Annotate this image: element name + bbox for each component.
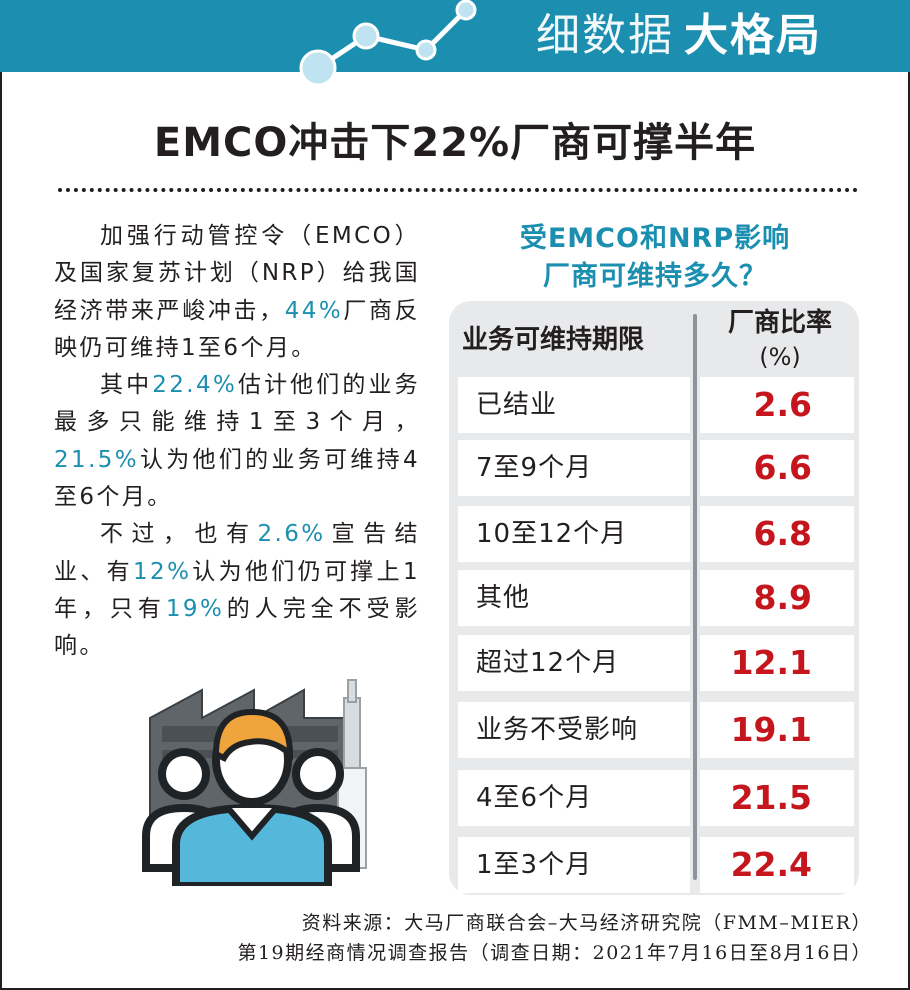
column-header-period: 业务可维持期限 [462, 325, 645, 355]
chart-title-line-2: 厂商可维持多久？ [543, 261, 767, 292]
table-row-value: 6.8 [700, 506, 854, 562]
source-note: 资料来源：大马厂商联合会–大马经济研究院（FMM–MIER） 第19期经商情况调… [72, 908, 872, 968]
highlight-figure: 21.5% [54, 446, 140, 473]
table-row-label: 其他 [458, 570, 690, 626]
chart-title: 受EMCO和NRP影响 厂商可维持多久？ [450, 220, 860, 296]
source-line-2: 第19期经商情况调查报告（调查日期：2021年7月16日至8月16日） [237, 942, 872, 964]
source-line-1: 资料来源：大马厂商联合会–大马经济研究院（FMM–MIER） [301, 912, 872, 934]
column-header-unit: (%) [759, 343, 801, 371]
table-row-value: 22.4 [700, 837, 854, 893]
table-row-value: 6.6 [700, 440, 854, 496]
article-text: 的人完全不受影响。 [54, 595, 420, 660]
page-title: EMCO冲击下22%厂商可撑半年 [153, 120, 757, 166]
article-text: 认为他们仍可撑上1年，只有 [54, 558, 421, 622]
highlight-figure: 22.4% [152, 372, 238, 399]
dotted-divider [58, 188, 858, 192]
column-header-ratio-label: 厂商比率 [727, 308, 832, 338]
highlight-figure: 44% [284, 297, 344, 324]
article-text: 厂商反映仍可维持1至6个月。 [54, 297, 420, 361]
header-title-bold: 大格局 [684, 10, 822, 61]
table-row-label: 业务不受影响 [458, 702, 690, 758]
article-paragraph-2: 其中22.4%估计他们的业务最多只能维持1至3个月， 21.5%认为他们的业务可维… [54, 367, 420, 516]
table-row-label: 已结业 [458, 377, 690, 433]
chart-title-line-1: 受EMCO和NRP影响 [519, 223, 791, 254]
article-text: 其中 [100, 372, 153, 399]
article-text: 认为他们的业务可维持4至6个月。 [54, 446, 420, 511]
article-paragraph-3: 不过，也有2.6%宣告结业、有12%认为他们仍可撑上1年，只有19%的人完全不受… [54, 516, 420, 665]
table-row-label: 4至6个月 [458, 770, 690, 826]
table-row-label: 7至9个月 [458, 440, 690, 496]
highlight-figure: 2.6% [257, 521, 326, 548]
header-title: 细数据 大格局 [536, 4, 822, 68]
article-text: 加强行动管控令（EMCO）及国家复苏计划（NRP）给我国经济带来严峻冲击， [54, 223, 420, 324]
table-row-value: 2.6 [700, 377, 854, 433]
highlight-figure: 19% [165, 595, 225, 622]
table-row-label: 超过12个月 [458, 635, 690, 691]
table-row-value: 21.5 [700, 770, 854, 826]
article-text: 宣告结业、有 [54, 521, 420, 585]
header-band [0, 0, 910, 72]
line-chart-icon [299, 0, 477, 87]
article-text: 估计他们的业务最多只能维持1至3个月， [54, 372, 420, 436]
table-row-value: 12.1 [700, 635, 854, 691]
table-row-label: 1至3个月 [458, 837, 690, 893]
column-divider [693, 314, 697, 880]
table-row-value: 19.1 [700, 702, 854, 758]
article-paragraph-1: 加强行动管控令（EMCO）及国家复苏计划（NRP）给我国经济带来严峻冲击，44%… [54, 218, 420, 367]
article-text: 不过，也有 [100, 521, 258, 548]
factory-workers-illustration [142, 679, 367, 886]
highlight-figure: 12% [133, 558, 192, 585]
article-body: 加强行动管控令（EMCO）及国家复苏计划（NRP）给我国经济带来严峻冲击，44%… [54, 218, 420, 666]
table-row-label: 10至12个月 [458, 506, 690, 562]
table-row-value: 8.9 [700, 570, 854, 626]
header-title-light: 细数据 [536, 10, 674, 61]
column-header-ratio: 厂商比率 (%) [704, 306, 856, 374]
